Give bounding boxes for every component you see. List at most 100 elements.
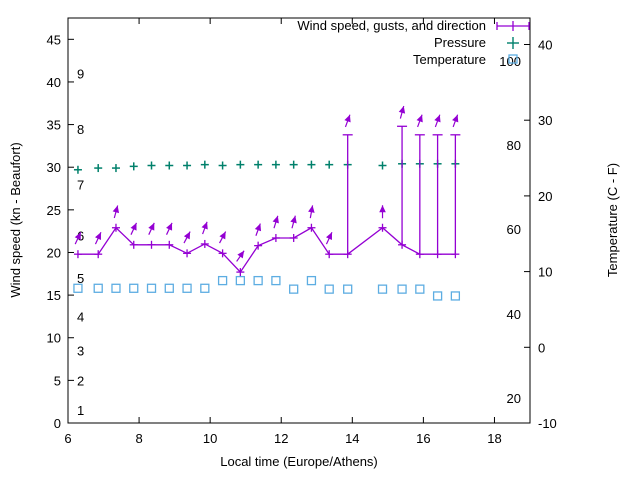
- legend-swatch-pressure: [507, 37, 519, 49]
- wind-direction-arrow: [379, 205, 386, 219]
- wind-speed-marker: [236, 268, 245, 277]
- wind-direction-arrow: [201, 221, 208, 235]
- fahrenheit-label-40: 40: [507, 307, 521, 322]
- pressure-marker: [307, 160, 316, 169]
- wind-speed-marker: [289, 233, 298, 242]
- pressure-marker: [129, 162, 138, 171]
- wind-speed-marker: [378, 223, 387, 232]
- y-axis-title: Wind speed (kn - Beaufort): [8, 142, 23, 297]
- legend: Wind speed, gusts, and direction Pressur…: [297, 18, 530, 67]
- legend-swatch-temperature: [508, 54, 518, 64]
- fahrenheit-label-80: 80: [507, 138, 521, 153]
- wind-speed-marker: [200, 239, 209, 248]
- temperature-marker: [235, 275, 246, 286]
- gust-stem: [432, 134, 443, 255]
- plot-frame: [67, 17, 531, 424]
- temperature-marker: [182, 283, 192, 293]
- y2-tick--10: -10: [538, 416, 557, 431]
- pressure-marker: [183, 161, 192, 170]
- temperature-marker: [146, 283, 157, 293]
- beaufort-label-5: 5: [77, 271, 84, 286]
- pressure-marker: [94, 164, 103, 173]
- y-tick-15: 15: [47, 288, 61, 303]
- y-tick-5: 5: [54, 373, 61, 388]
- pressure-marker: [218, 161, 227, 170]
- temperature-marker: [397, 284, 407, 294]
- wind-speed-marker: [165, 240, 174, 249]
- x-axis-title: Local time (Europe/Athens): [220, 454, 378, 469]
- temperature-marker: [129, 283, 139, 293]
- x-tick-18: 18: [487, 431, 501, 446]
- temperature-marker: [271, 275, 281, 286]
- temperature-marker: [415, 284, 425, 294]
- y2-axis-title: Temperature (C - F): [605, 163, 620, 277]
- x-tick-10: 10: [203, 431, 217, 446]
- wind-direction-arrow: [183, 231, 191, 244]
- y-tick-10: 10: [47, 331, 61, 346]
- wind-direction-arrow: [325, 232, 333, 245]
- y2-tick-0: 0: [538, 340, 545, 355]
- y2-tick-10: 10: [538, 265, 552, 280]
- fahrenheit-label-100: 100: [499, 54, 521, 69]
- x-tick-8: 8: [135, 431, 142, 446]
- wind-direction-arrow: [344, 114, 351, 128]
- temperature-marker: [432, 291, 443, 301]
- temperature-marker: [306, 275, 317, 286]
- pressure-marker: [289, 160, 298, 169]
- wind-direction-arrow: [130, 222, 138, 235]
- legend-label-temperature: Temperature: [413, 52, 486, 67]
- y-tick-35: 35: [47, 118, 61, 133]
- temperature-marker: [217, 275, 228, 286]
- temperature-series: [73, 275, 461, 301]
- beaufort-label-1: 1: [77, 403, 84, 418]
- pressure-marker: [200, 160, 209, 169]
- fahrenheit-label-20: 20: [507, 391, 521, 406]
- temperature-marker: [377, 284, 388, 294]
- wind-speed-marker: [183, 249, 192, 258]
- temperature-marker: [200, 283, 210, 293]
- temperature-marker: [73, 283, 83, 293]
- wind-direction-arrow: [74, 232, 82, 245]
- x-tick-14: 14: [345, 431, 359, 446]
- wind-direction-arrow: [398, 105, 406, 119]
- y-tick-30: 30: [47, 160, 61, 175]
- wind-direction-arrow: [94, 232, 102, 245]
- y-tick-25: 25: [47, 203, 61, 218]
- beaufort-label-9: 9: [77, 66, 84, 81]
- wind-direction-arrow: [290, 215, 297, 229]
- wind-speed-marker: [271, 233, 280, 242]
- x-tick-12: 12: [274, 431, 288, 446]
- temperature-marker: [343, 284, 353, 294]
- pressure-marker: [111, 164, 120, 173]
- pressure-marker: [147, 161, 156, 170]
- gust-stem: [414, 134, 425, 255]
- temperature-marker: [253, 275, 263, 286]
- temperature-marker: [450, 291, 461, 301]
- legend-label-pressure: Pressure: [434, 35, 486, 50]
- wind-speed-marker: [218, 249, 227, 258]
- pressure-marker: [254, 160, 263, 169]
- beaufort-label-2: 2: [77, 373, 84, 388]
- wind-direction-arrow: [434, 114, 441, 128]
- x-axis-ticks: 6 8 10 12 14 16 18: [64, 18, 502, 446]
- beaufort-label-8: 8: [77, 122, 84, 137]
- beaufort-label-4: 4: [77, 309, 84, 324]
- temperature-marker: [93, 283, 103, 293]
- x-tick-16: 16: [416, 431, 430, 446]
- wind-direction-arrow: [112, 205, 120, 219]
- legend-swatch-wind: [496, 21, 530, 31]
- wind-speed-marker: [147, 240, 156, 249]
- wind-direction-arrow: [165, 222, 173, 235]
- y2-axis-ticks: -10 0 10 20 30 40: [524, 37, 557, 431]
- y-tick-20: 20: [47, 245, 61, 260]
- beaufort-label-7: 7: [77, 177, 84, 192]
- y-tick-45: 45: [47, 32, 61, 47]
- temperature-marker: [289, 284, 299, 294]
- wind-direction-arrows: [74, 105, 459, 262]
- wind-speed-marker: [73, 250, 82, 259]
- y-tick-40: 40: [47, 75, 61, 90]
- pressure-marker: [165, 161, 174, 170]
- y2-tick-20: 20: [538, 189, 552, 204]
